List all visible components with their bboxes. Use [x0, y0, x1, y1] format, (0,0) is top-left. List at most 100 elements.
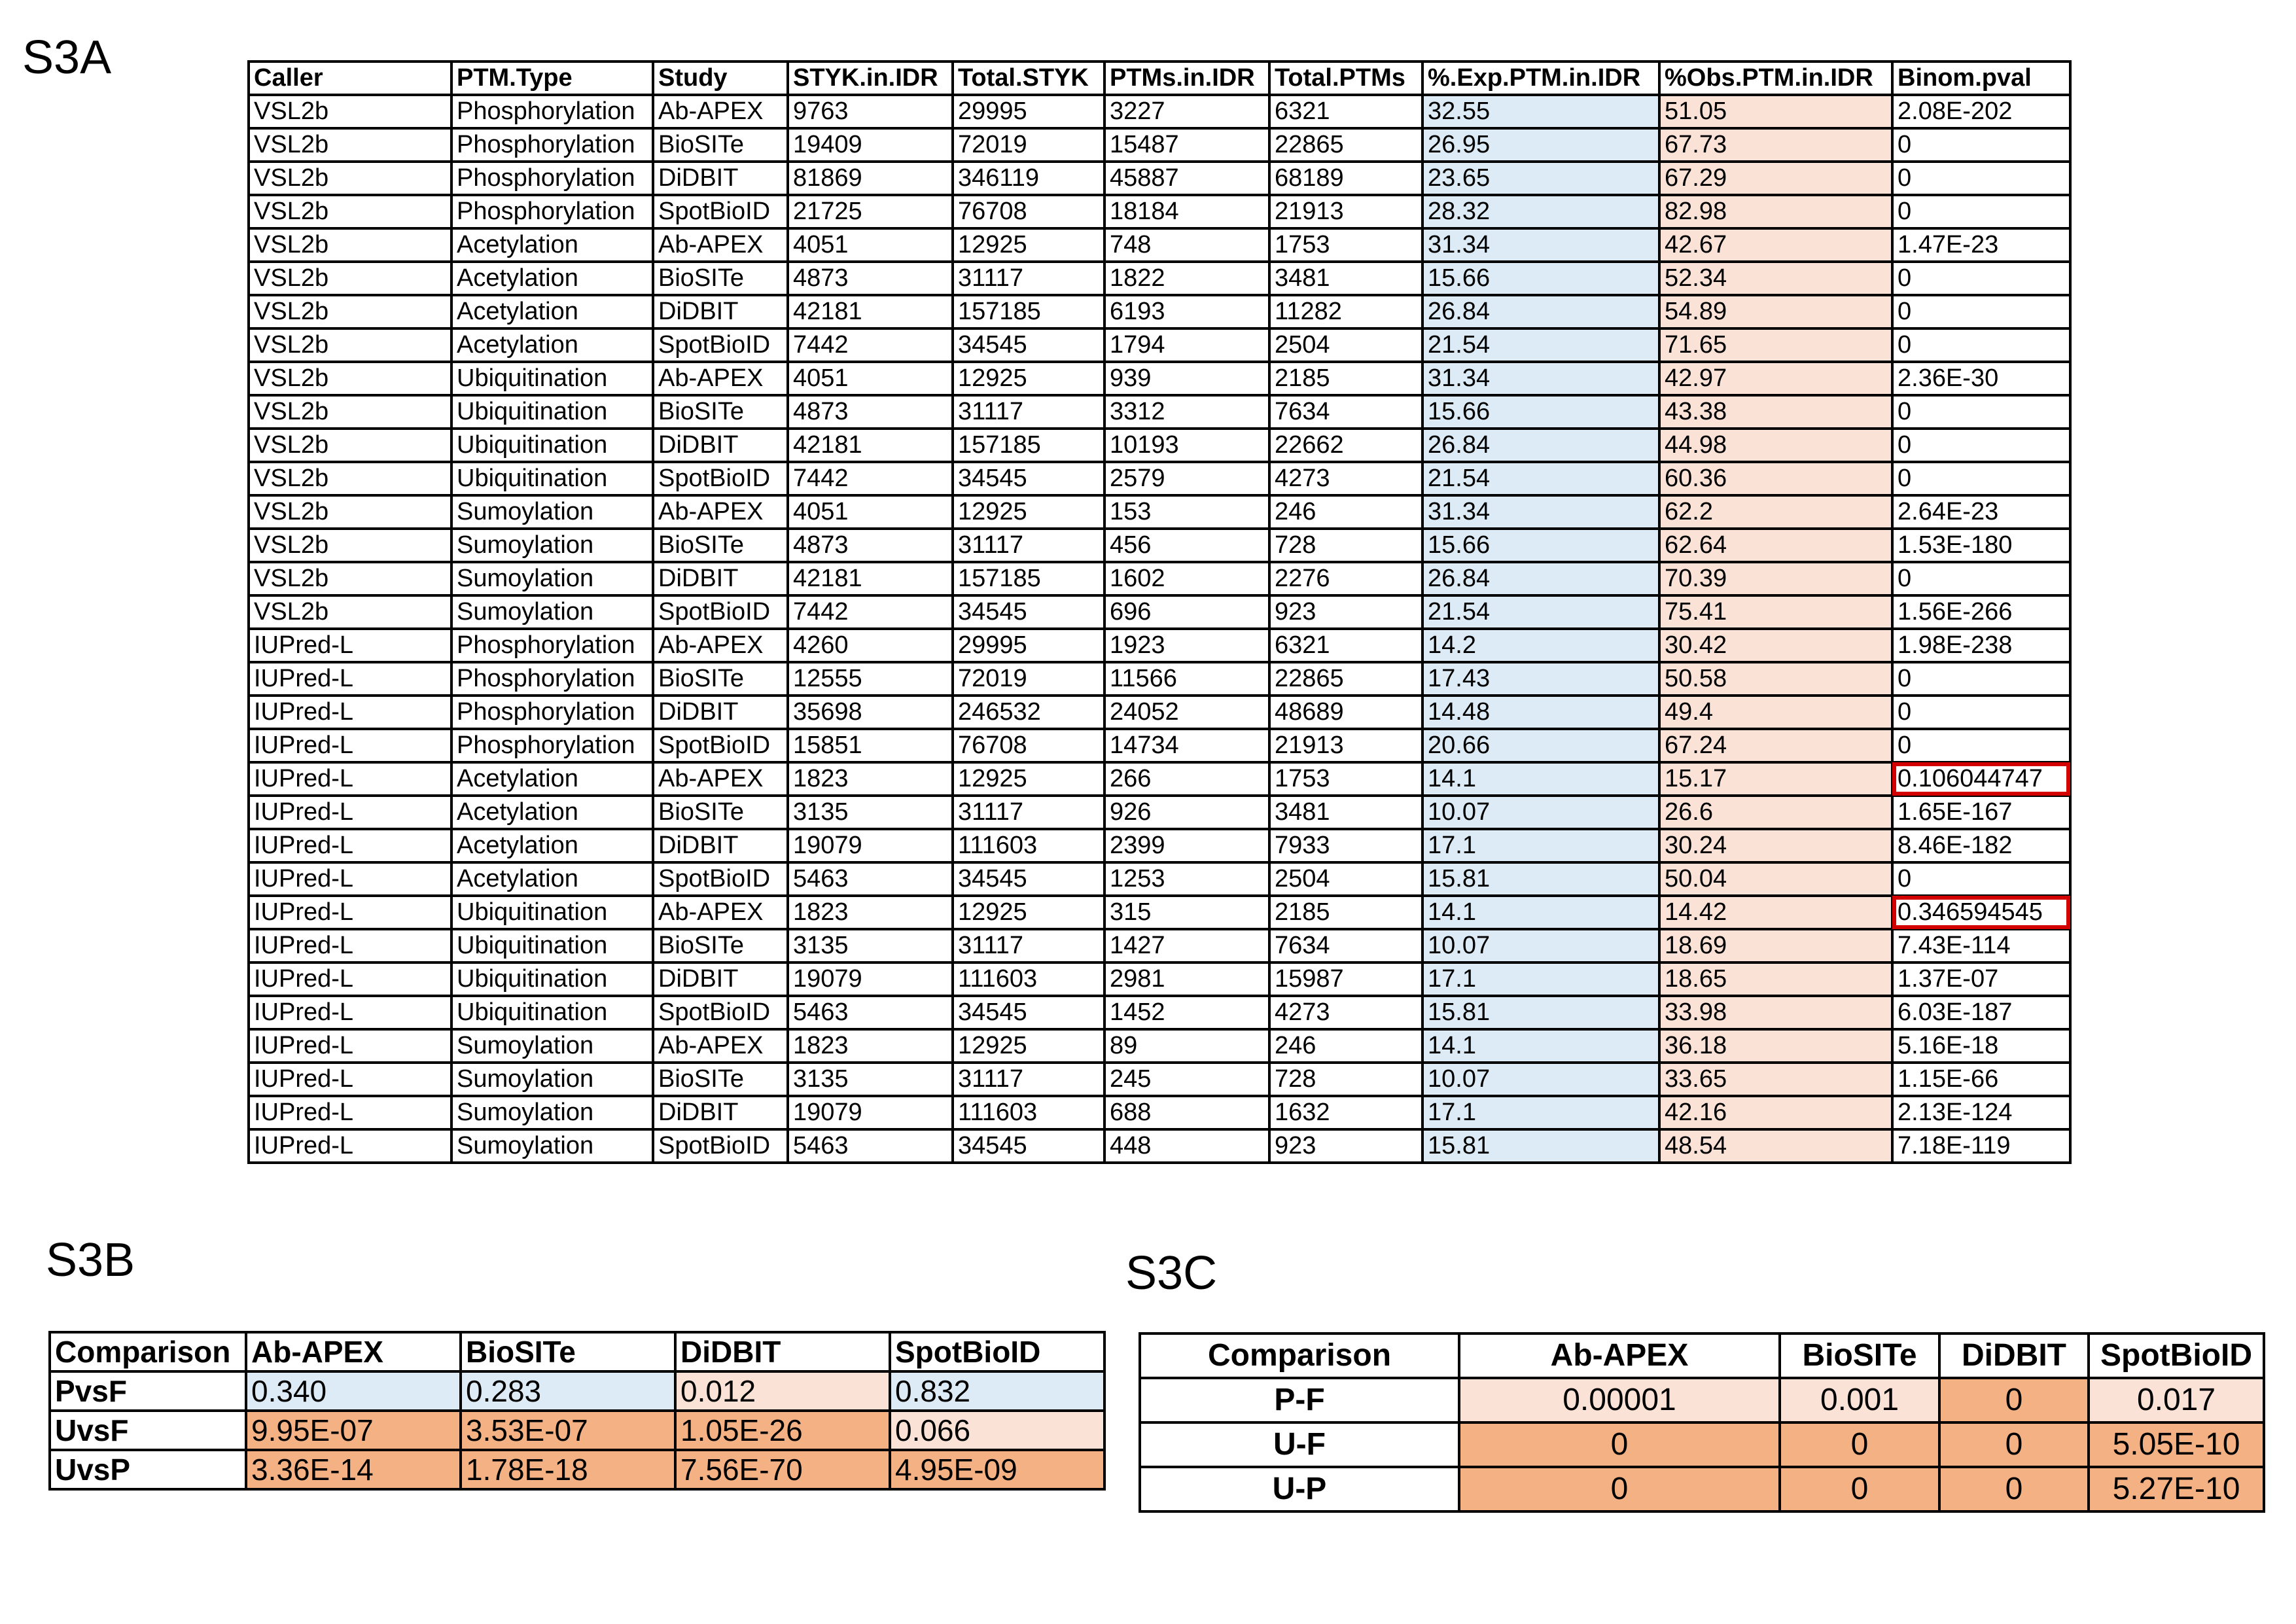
table-cell: 12925	[951, 494, 1106, 530]
table-row: VSL2b Ubiquitination DiDBIT 42181 157185 1019…	[247, 427, 2072, 463]
table-cell: IUPred-L	[247, 728, 453, 764]
table-cell: 2579	[1103, 461, 1271, 497]
table-cell: Ab-APEX	[652, 894, 789, 930]
table-cell: VSL2b	[247, 394, 453, 430]
table-cell: Sumoylation	[450, 494, 654, 530]
table-row: IUPred-L Phosphorylation BioSITe 12555 72019…	[247, 661, 2072, 697]
table-cell: Ab-APEX	[652, 1028, 789, 1064]
table-cell: 346119	[951, 160, 1106, 196]
table-cell: 33.65	[1658, 1061, 1894, 1097]
table-cell: 26.95	[1421, 127, 1661, 163]
table-cell: 14734	[1103, 728, 1271, 764]
table-cell: 111603	[951, 828, 1106, 864]
table-cell: 696	[1103, 594, 1271, 630]
table-cell: 0	[1891, 294, 2072, 330]
table-cell: 456	[1103, 527, 1271, 563]
table-cell: 4051	[786, 227, 954, 263]
table-header-row: Comparison Ab-APEX BioSITe DiDBIT SpotBioID	[48, 1331, 1106, 1373]
table-cell: VSL2b	[247, 294, 453, 330]
table-cell: 15.81	[1421, 861, 1661, 897]
pvalue-cell: 0	[1458, 1421, 1781, 1468]
ptm-idr-enrichment-table: Caller PTM.Type Study STYK.in.IDR Total.STYK…	[247, 60, 2072, 1164]
table-cell: 31117	[951, 794, 1106, 830]
table-cell: 35698	[786, 694, 954, 730]
table-row: VSL2b Ubiquitination SpotBioID 7442 34545 257…	[247, 461, 2072, 497]
column-header: %.Exp.PTM.in.IDR	[1421, 60, 1661, 96]
table-cell: 89	[1103, 1028, 1271, 1064]
table-cell: 72019	[951, 127, 1106, 163]
column-header: Ab-APEX	[1458, 1332, 1781, 1379]
column-header: BioSITe	[459, 1331, 677, 1373]
table-cell: 30.42	[1658, 627, 1894, 663]
table-cell: 12925	[951, 1028, 1106, 1064]
table-row: PvsF 0.340 0.283 0.012 0.832	[48, 1370, 1106, 1412]
table-cell: VSL2b	[247, 260, 453, 296]
table-cell: VSL2b	[247, 327, 453, 363]
table-cell: Ubiquitination	[450, 361, 654, 397]
table-cell: BioSITe	[652, 527, 789, 563]
pvalue-cell: 7.56E-70	[674, 1449, 891, 1491]
table-cell: IUPred-L	[247, 828, 453, 864]
table-cell: 2981	[1103, 961, 1271, 997]
table-cell: DiDBIT	[652, 294, 789, 330]
table-cell: 19079	[786, 828, 954, 864]
table-row: U-P 0 0 0 5.27E-10	[1139, 1466, 2265, 1513]
table-cell: Phosphorylation	[450, 127, 654, 163]
table-cell: 4273	[1268, 461, 1424, 497]
table-cell: 0	[1891, 461, 2072, 497]
table-cell: 76708	[951, 194, 1106, 230]
pvalue-cell: 0.283	[459, 1370, 677, 1412]
table-row: IUPred-L Acetylation Ab-APEX 1823 12925 266 17…	[247, 761, 2072, 797]
table-row: IUPred-L Phosphorylation DiDBIT 35698 246532…	[247, 694, 2072, 730]
table-cell: Sumoylation	[450, 527, 654, 563]
column-header: DiDBIT	[1938, 1332, 2090, 1379]
column-header: SpotBioID	[2087, 1332, 2265, 1379]
table-cell: 923	[1268, 1128, 1424, 1164]
table-cell: 2.36E-30	[1891, 361, 2072, 397]
table-cell: 48689	[1268, 694, 1424, 730]
table-cell: 42.67	[1658, 227, 1894, 263]
table-cell: 0	[1891, 561, 2072, 597]
table-cell: 11282	[1268, 294, 1424, 330]
table-cell: 11566	[1103, 661, 1271, 697]
table-cell: DiDBIT	[652, 828, 789, 864]
table-cell: 246	[1268, 494, 1424, 530]
table-cell: 22865	[1268, 661, 1424, 697]
table-cell: Acetylation	[450, 794, 654, 830]
table-cell: 21.54	[1421, 327, 1661, 363]
table-cell: 157185	[951, 427, 1106, 463]
table-cell: 4873	[786, 260, 954, 296]
table-cell: 7442	[786, 594, 954, 630]
table-cell: 62.2	[1658, 494, 1894, 530]
table-cell: 26.84	[1421, 294, 1661, 330]
table-cell: Acetylation	[450, 327, 654, 363]
table-cell: 21913	[1268, 194, 1424, 230]
table-cell: 31117	[951, 1061, 1106, 1097]
table-cell: 1.15E-66	[1891, 1061, 2072, 1097]
table-cell: 7634	[1268, 928, 1424, 964]
column-header: Caller	[247, 60, 453, 96]
table-cell: 70.39	[1658, 561, 1894, 597]
table-cell: 153	[1103, 494, 1271, 530]
column-header: SpotBioID	[889, 1331, 1106, 1373]
table-cell: 1823	[786, 894, 954, 930]
column-header: Comparison	[1139, 1332, 1460, 1379]
table-cell: 15851	[786, 728, 954, 764]
table-cell: 4051	[786, 494, 954, 530]
table-cell: 30.24	[1658, 828, 1894, 864]
table-row: IUPred-L Acetylation DiDBIT 19079 111603 2399…	[247, 828, 2072, 864]
table-cell: BioSITe	[652, 928, 789, 964]
table-cell: 0	[1891, 861, 2072, 897]
table-cell: 111603	[951, 1095, 1106, 1131]
table-cell: 0	[1891, 728, 2072, 764]
table-cell: 23.65	[1421, 160, 1661, 196]
table-cell: 1753	[1268, 227, 1424, 263]
table-cell: 21725	[786, 194, 954, 230]
table-cell: 31117	[951, 394, 1106, 430]
table-cell: 10.07	[1421, 928, 1661, 964]
table-cell: VSL2b	[247, 127, 453, 163]
table-cell: 1823	[786, 1028, 954, 1064]
table-cell: 923	[1268, 594, 1424, 630]
table-cell: 31117	[951, 527, 1106, 563]
table-cell: 19079	[786, 961, 954, 997]
